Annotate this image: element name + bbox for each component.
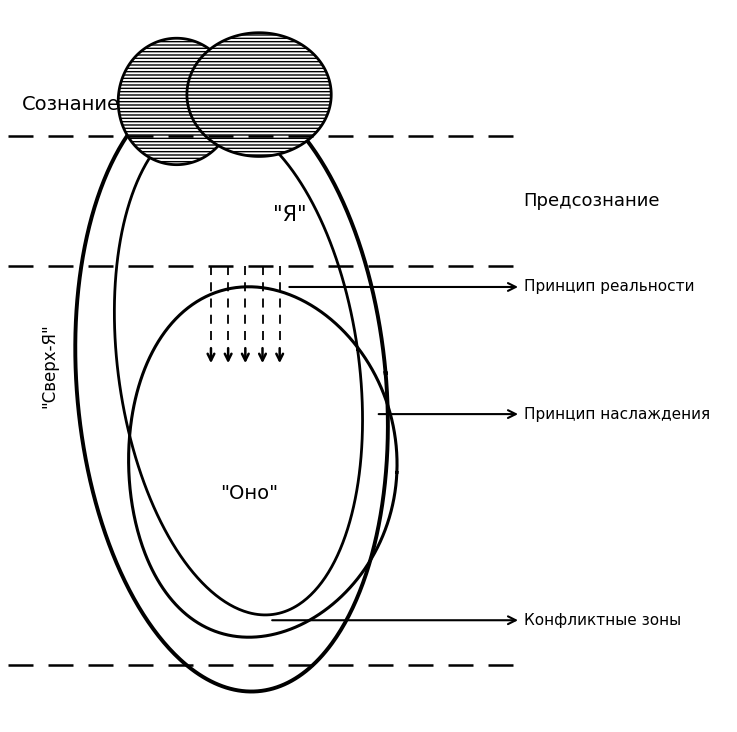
Text: Принцип реальности: Принцип реальности [290,280,694,294]
Polygon shape [128,287,397,638]
Text: Конфликтные зоны: Конфликтные зоны [272,613,681,628]
Text: "Оно": "Оно" [220,484,278,503]
Polygon shape [187,33,331,157]
Text: "Я": "Я" [273,205,307,225]
Text: "Сверх-Я": "Сверх-Я" [41,324,58,408]
Polygon shape [75,82,388,692]
Text: Предсознание: Предсознание [523,192,660,210]
Polygon shape [114,117,363,615]
Polygon shape [118,38,235,165]
Polygon shape [75,82,388,692]
Text: Принцип наслаждения: Принцип наслаждения [379,406,710,422]
Text: Сознание: Сознание [22,95,120,114]
